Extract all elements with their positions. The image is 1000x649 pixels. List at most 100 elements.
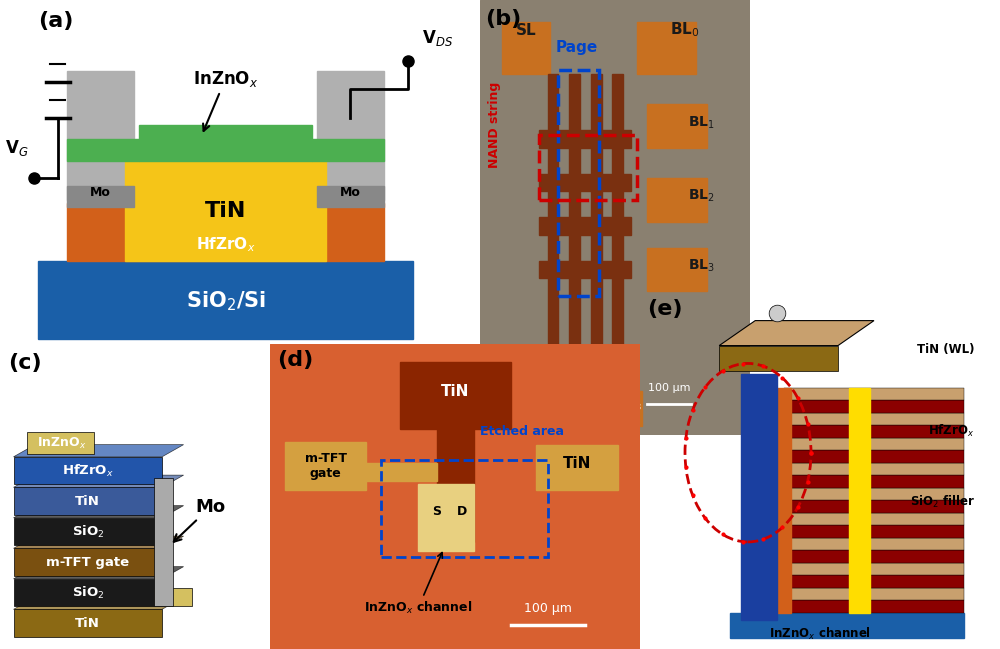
Bar xyxy=(784,474,964,488)
Text: (c): (c) xyxy=(8,353,42,373)
Bar xyxy=(784,388,964,400)
Polygon shape xyxy=(14,445,184,457)
Bar xyxy=(784,463,964,474)
Bar xyxy=(523,391,550,426)
Text: D: D xyxy=(457,505,468,518)
Bar xyxy=(647,248,707,291)
Bar xyxy=(784,538,964,550)
Bar xyxy=(400,362,511,430)
Bar xyxy=(436,426,474,543)
Text: WL$_1$: WL$_1$ xyxy=(550,398,577,413)
Polygon shape xyxy=(14,457,162,484)
Text: InZnO$_x$: InZnO$_x$ xyxy=(193,69,258,131)
Bar xyxy=(784,550,964,563)
Bar xyxy=(784,413,964,424)
Bar xyxy=(362,463,436,482)
Bar xyxy=(719,345,838,371)
Text: m-TFT
gate: m-TFT gate xyxy=(304,452,347,480)
Text: TiN: TiN xyxy=(441,384,469,399)
Text: SL: SL xyxy=(516,23,536,38)
Bar xyxy=(784,400,964,413)
Polygon shape xyxy=(14,536,184,548)
Text: Mo: Mo xyxy=(174,498,226,542)
Bar xyxy=(612,74,623,391)
Text: SiO$_2$: SiO$_2$ xyxy=(72,524,104,539)
Text: HfZrO$_x$: HfZrO$_x$ xyxy=(62,463,114,478)
Polygon shape xyxy=(14,506,184,518)
Bar xyxy=(784,588,964,600)
Bar xyxy=(577,391,604,426)
Bar xyxy=(539,174,631,191)
Text: V$_{DS}$: V$_{DS}$ xyxy=(422,28,453,48)
Bar xyxy=(418,484,474,552)
Polygon shape xyxy=(14,487,162,515)
Text: HfZrO$_x$: HfZrO$_x$ xyxy=(196,235,255,254)
Text: V$_G$: V$_G$ xyxy=(5,138,28,158)
Text: (a): (a) xyxy=(38,10,74,31)
Text: NAND string: NAND string xyxy=(488,82,501,168)
Bar xyxy=(539,135,637,200)
Text: Mo: Mo xyxy=(340,186,361,199)
Bar xyxy=(67,203,384,260)
Bar xyxy=(569,74,580,391)
Bar xyxy=(312,139,384,160)
Bar xyxy=(558,69,599,296)
Text: InZnO$_x$ channel: InZnO$_x$ channel xyxy=(769,626,871,643)
Bar xyxy=(784,524,964,538)
Bar xyxy=(67,71,134,200)
Bar xyxy=(647,178,707,222)
Text: SiO$_2$: SiO$_2$ xyxy=(72,585,104,600)
Bar xyxy=(539,217,631,235)
Text: (d): (d) xyxy=(277,350,314,370)
Text: (e): (e) xyxy=(647,299,683,319)
Text: Mo: Mo xyxy=(90,186,111,199)
Bar xyxy=(317,71,384,200)
Bar xyxy=(591,74,602,391)
Bar xyxy=(381,460,548,557)
Bar xyxy=(741,374,777,620)
Bar xyxy=(730,613,964,639)
Bar xyxy=(285,441,366,491)
Text: 100 μm: 100 μm xyxy=(648,384,690,393)
Text: BL$_1$: BL$_1$ xyxy=(688,114,715,130)
Bar xyxy=(125,160,326,260)
Text: BL$_2$: BL$_2$ xyxy=(688,188,715,204)
Text: Page: Page xyxy=(556,40,598,55)
Bar xyxy=(784,424,964,438)
Bar xyxy=(647,104,707,148)
Polygon shape xyxy=(14,548,162,576)
Text: SiO$_2$ filler: SiO$_2$ filler xyxy=(910,495,975,510)
Bar xyxy=(784,513,964,524)
Bar xyxy=(784,574,964,588)
Bar xyxy=(154,478,173,606)
Text: SiO$_2$/Si: SiO$_2$/Si xyxy=(186,290,266,313)
Text: TiN: TiN xyxy=(205,201,246,221)
Polygon shape xyxy=(14,579,162,606)
Text: TiN: TiN xyxy=(563,456,591,471)
Bar xyxy=(67,139,139,160)
Bar xyxy=(784,563,964,574)
Bar xyxy=(784,439,964,450)
Bar xyxy=(849,388,870,613)
Text: (b): (b) xyxy=(485,8,522,29)
Bar xyxy=(154,588,192,606)
Polygon shape xyxy=(14,609,162,637)
Text: Etched area: Etched area xyxy=(480,426,564,439)
Bar xyxy=(67,186,134,207)
Bar xyxy=(550,391,577,426)
Bar xyxy=(139,125,312,160)
Text: TiN: TiN xyxy=(75,617,100,630)
Bar xyxy=(784,500,964,513)
Text: TiN (WL): TiN (WL) xyxy=(917,343,975,356)
Bar xyxy=(502,22,550,74)
Polygon shape xyxy=(14,567,184,579)
Bar xyxy=(539,130,631,148)
Text: InZnO$_x$: InZnO$_x$ xyxy=(37,435,87,450)
Text: WL$_0$: WL$_0$ xyxy=(523,398,550,413)
Bar xyxy=(536,445,618,491)
Bar xyxy=(539,261,631,278)
Text: HfZrO$_x$: HfZrO$_x$ xyxy=(928,423,975,439)
Text: TiN: TiN xyxy=(75,495,100,508)
Text: S: S xyxy=(432,505,441,518)
Bar xyxy=(784,450,964,463)
